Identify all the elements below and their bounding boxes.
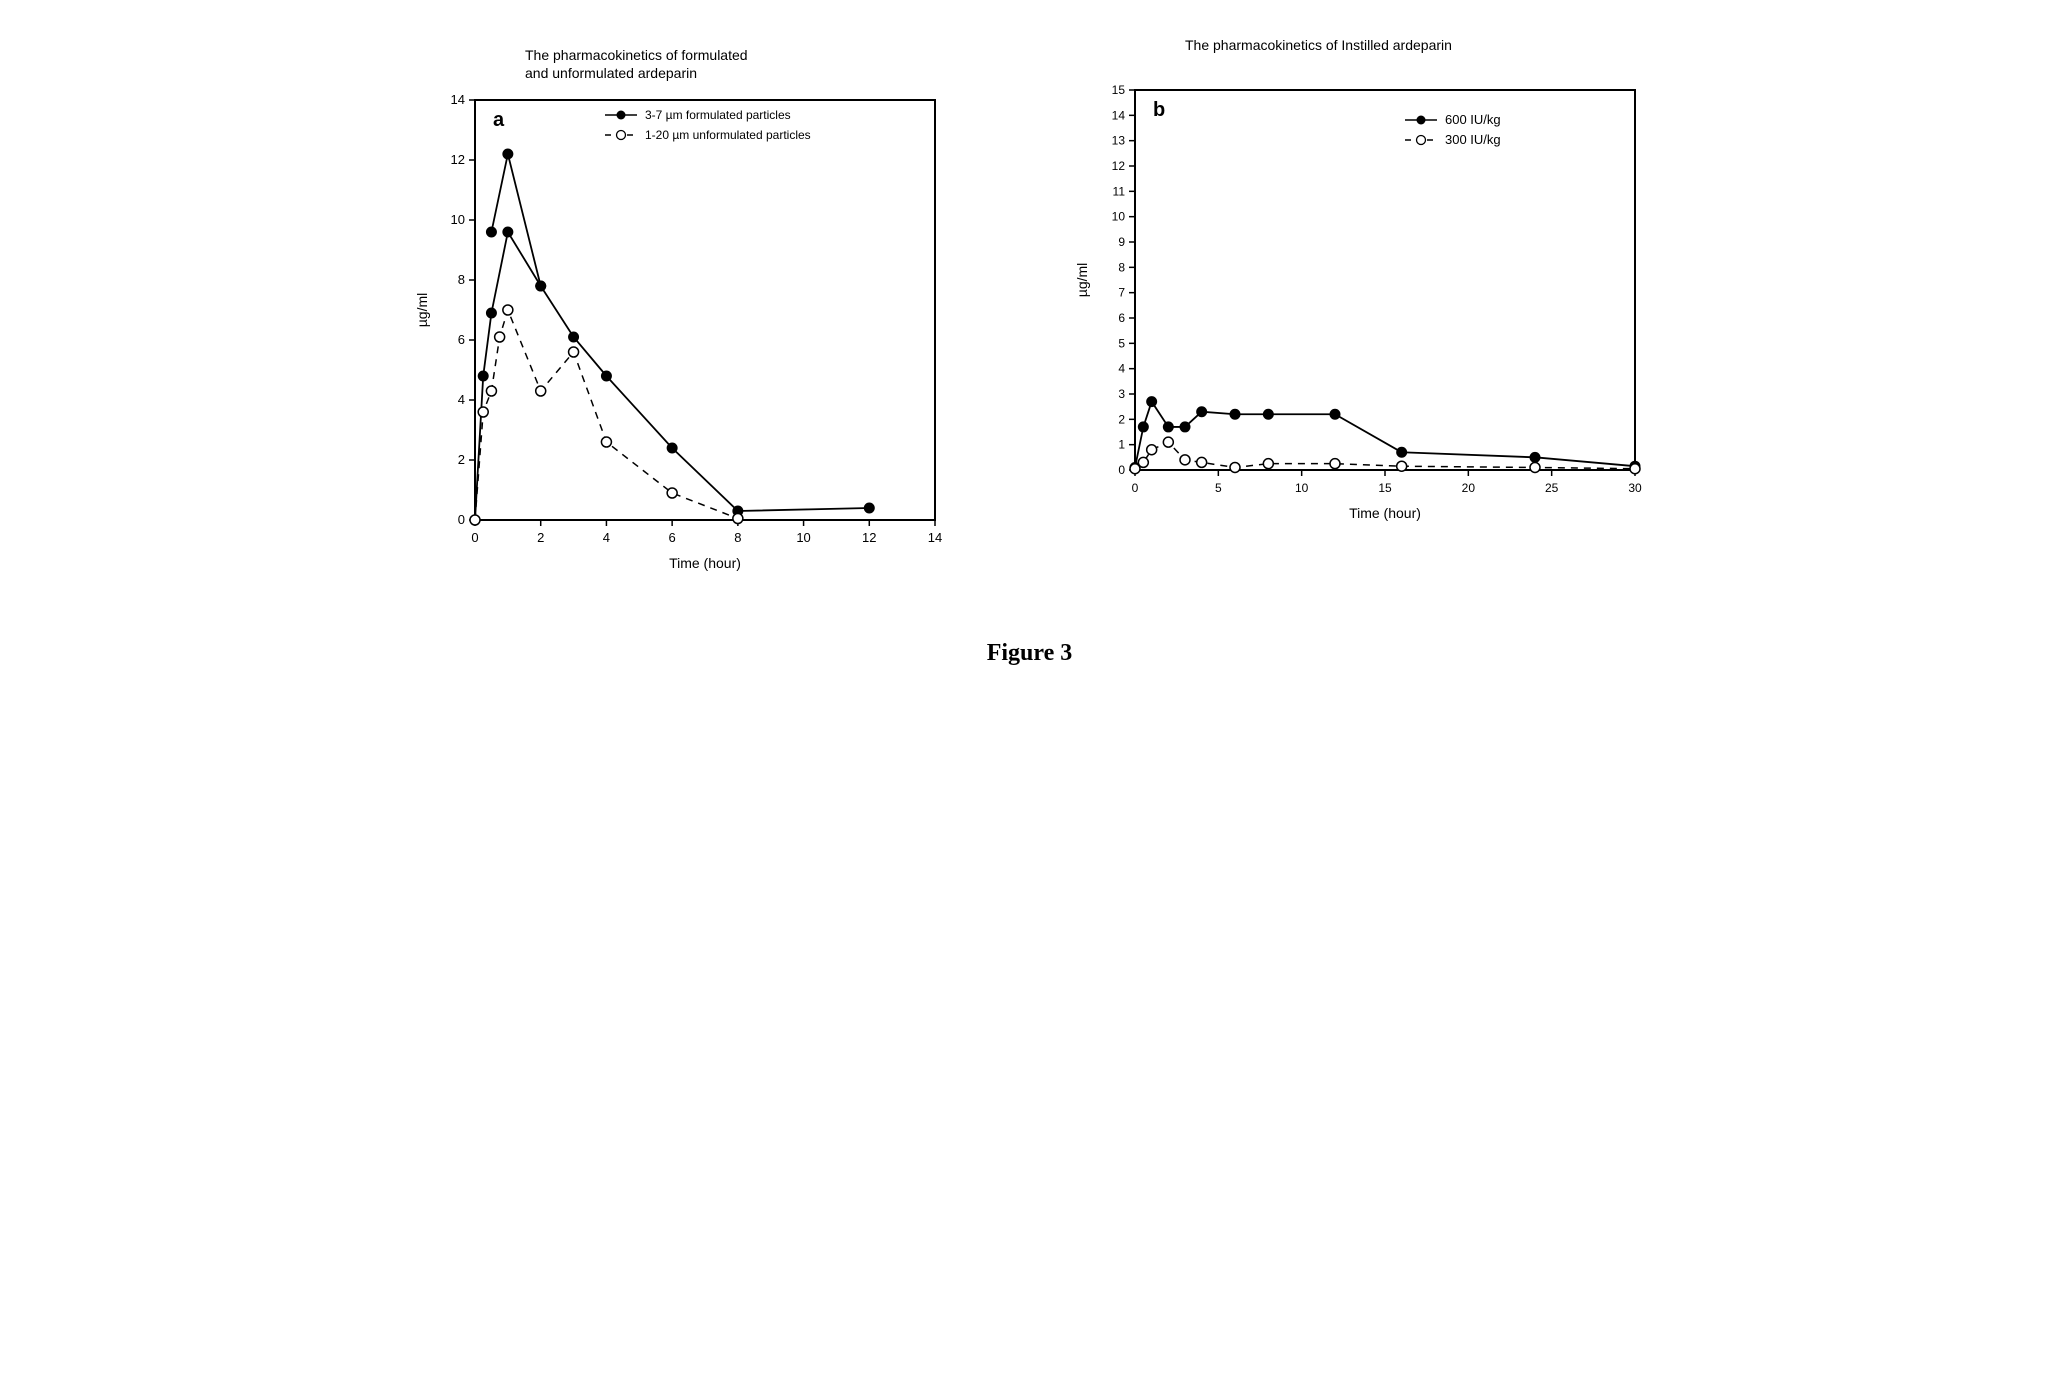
chart-b-wrapper: The pharmacokinetics of Instilled ardepa… bbox=[1075, 40, 1655, 525]
svg-text:b: b bbox=[1153, 99, 1165, 121]
svg-text:12: 12 bbox=[1111, 159, 1125, 173]
svg-text:2: 2 bbox=[537, 530, 544, 545]
svg-text:0: 0 bbox=[1131, 481, 1138, 495]
svg-text:8: 8 bbox=[1118, 260, 1125, 274]
svg-text:4: 4 bbox=[602, 530, 609, 545]
svg-text:15: 15 bbox=[1378, 481, 1392, 495]
svg-text:Time (hour): Time (hour) bbox=[669, 555, 741, 571]
svg-text:14: 14 bbox=[1111, 108, 1125, 122]
svg-text:3: 3 bbox=[1118, 387, 1125, 401]
svg-text:Time (hour): Time (hour) bbox=[1349, 505, 1421, 521]
chart-a: The pharmacokinetics of formulated and un… bbox=[405, 40, 955, 580]
chart-b: The pharmacokinetics of Instilled ardepa… bbox=[1075, 40, 1655, 525]
svg-text:7: 7 bbox=[1118, 286, 1125, 300]
svg-text:µg/ml: µg/ml bbox=[1075, 263, 1090, 298]
svg-text:The pharmacokinetics of formul: The pharmacokinetics of formulated bbox=[525, 47, 748, 63]
chart-a-wrapper: The pharmacokinetics of formulated and un… bbox=[405, 40, 955, 580]
svg-text:12: 12 bbox=[450, 152, 464, 167]
svg-text:6: 6 bbox=[668, 530, 675, 545]
svg-text:25: 25 bbox=[1544, 481, 1558, 495]
svg-text:and unformulated ardeparin: and unformulated ardeparin bbox=[525, 65, 697, 81]
svg-text:14: 14 bbox=[450, 92, 464, 107]
svg-text:a: a bbox=[493, 109, 505, 131]
svg-text:10: 10 bbox=[1294, 481, 1308, 495]
svg-text:6: 6 bbox=[1118, 311, 1125, 325]
svg-text:0: 0 bbox=[1118, 463, 1125, 477]
svg-text:4: 4 bbox=[457, 392, 464, 407]
svg-text:10: 10 bbox=[1111, 210, 1125, 224]
svg-text:6: 6 bbox=[457, 332, 464, 347]
figure-caption: Figure 3 bbox=[987, 640, 1073, 667]
svg-text:5: 5 bbox=[1214, 481, 1221, 495]
svg-text:0: 0 bbox=[471, 530, 478, 545]
svg-text:15: 15 bbox=[1111, 83, 1125, 97]
svg-text:0: 0 bbox=[457, 512, 464, 527]
svg-text:10: 10 bbox=[796, 530, 810, 545]
figure-container: The pharmacokinetics of formulated and un… bbox=[40, 40, 2019, 667]
svg-text:10: 10 bbox=[450, 212, 464, 227]
svg-text:The pharmacokinetics of Instil: The pharmacokinetics of Instilled ardepa… bbox=[1185, 40, 1452, 53]
svg-text:8: 8 bbox=[457, 272, 464, 287]
svg-text:2: 2 bbox=[457, 452, 464, 467]
svg-text:5: 5 bbox=[1118, 336, 1125, 350]
svg-text:9: 9 bbox=[1118, 235, 1125, 249]
svg-text:4: 4 bbox=[1118, 362, 1125, 376]
svg-text:13: 13 bbox=[1111, 134, 1125, 148]
svg-text:600 IU/kg: 600 IU/kg bbox=[1445, 112, 1501, 127]
svg-text:300 IU/kg: 300 IU/kg bbox=[1445, 132, 1501, 147]
svg-text:1-20 µm unformulated particles: 1-20 µm unformulated particles bbox=[645, 128, 811, 142]
charts-row: The pharmacokinetics of formulated and un… bbox=[405, 40, 1655, 580]
svg-text:30: 30 bbox=[1628, 481, 1642, 495]
svg-text:µg/ml: µg/ml bbox=[414, 293, 430, 328]
svg-text:8: 8 bbox=[734, 530, 741, 545]
svg-text:20: 20 bbox=[1461, 481, 1475, 495]
svg-text:3-7 µm formulated particles: 3-7 µm formulated particles bbox=[645, 108, 791, 122]
svg-text:11: 11 bbox=[1112, 184, 1125, 198]
svg-text:12: 12 bbox=[862, 530, 876, 545]
svg-text:2: 2 bbox=[1118, 412, 1125, 426]
svg-text:1: 1 bbox=[1118, 438, 1125, 452]
svg-text:14: 14 bbox=[927, 530, 941, 545]
